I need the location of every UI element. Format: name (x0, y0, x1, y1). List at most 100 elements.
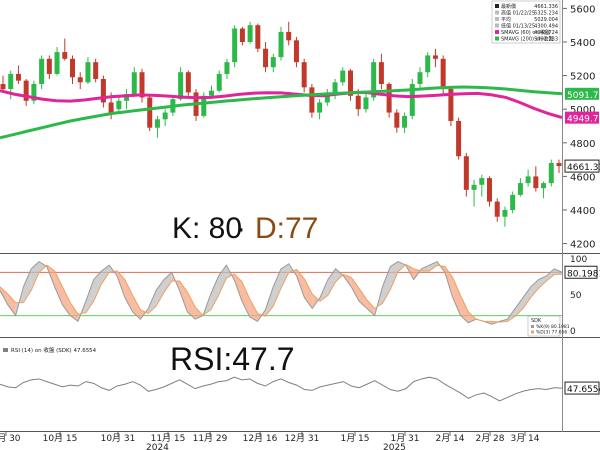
stochastic-fill (85, 279, 94, 313)
price-axis-tick-label: 4600 (570, 172, 595, 183)
candle-body (332, 82, 338, 93)
candle-body (301, 62, 307, 88)
candle-body (533, 176, 539, 189)
candle-body (23, 80, 29, 101)
stochastic-d-annotation: D:77 (255, 212, 319, 245)
price-axis-tick-label: 5000 (570, 105, 595, 116)
rsi-value-label: 47.6554 (567, 385, 600, 395)
stochastic-fill (460, 295, 469, 323)
sma60-value-tag (565, 111, 599, 124)
price-axis-tick-label: 4800 (570, 139, 595, 150)
candle-body (0, 84, 6, 90)
candle-body (124, 94, 130, 101)
candle-body (270, 57, 276, 68)
candle-body (425, 55, 431, 73)
candle-body (178, 72, 184, 100)
x-axis-tick-label: 11月 15 (151, 433, 186, 444)
stochastic-fill (23, 268, 32, 303)
candle-body (324, 92, 330, 103)
stochastic-fill (554, 268, 562, 275)
price-legend-value: 5325.234 (534, 11, 558, 17)
candle-body (363, 97, 369, 110)
candle-body (286, 31, 292, 41)
candle-body (185, 72, 191, 93)
stochastic-fill (546, 268, 555, 282)
stochastic-axis-tick-label: 100 (570, 255, 587, 265)
stochastic-fill (382, 266, 391, 304)
candle-body (510, 194, 516, 210)
stochastic-fill (335, 268, 344, 282)
candle-body (239, 28, 245, 42)
stochastic-fill (304, 278, 313, 309)
stochastic-fill (187, 291, 196, 320)
last-price-label: 4661.336 (567, 163, 600, 173)
candle-body (541, 183, 547, 189)
candle-body (394, 112, 400, 128)
candle-body (525, 176, 531, 184)
candle-body (93, 62, 99, 79)
candle-body (293, 40, 299, 63)
candle-body (402, 115, 408, 128)
stochastic-fill (31, 261, 40, 291)
stochastic-fill (156, 279, 164, 307)
candle-body (548, 162, 554, 184)
candle-body (556, 162, 562, 167)
candle-body (70, 58, 75, 78)
price-legend-swatch (495, 30, 499, 34)
stochastic-annotation-separator: · (236, 212, 246, 245)
candle-body (409, 84, 415, 116)
stochastic-value-label: 80.1981 (567, 269, 600, 279)
price-legend-label: 高值 01/22/25 (501, 10, 535, 17)
x-axis-tick-label: 1月 15 (340, 433, 369, 444)
x-axis-year-label: 2025 (383, 443, 406, 450)
stochastic-fill (54, 270, 63, 305)
stochastic-legend-label: %D(3) 77.656 (536, 330, 567, 336)
candle-body (247, 25, 253, 42)
x-axis-tick-label: 12月 16 (243, 433, 278, 444)
price-legend-swatch (495, 23, 499, 28)
stochastic-fill (273, 268, 281, 307)
rsi-line (0, 376, 563, 402)
candle-body (147, 97, 153, 128)
price-legend-value: 5029.004 (534, 17, 558, 23)
candle-body (348, 70, 353, 96)
candle-body (355, 95, 361, 110)
stochastic-d-line (0, 263, 563, 323)
price-axis-tick-label: 4200 (570, 240, 595, 251)
candle-body (31, 84, 37, 101)
stochastic-fill (429, 261, 438, 271)
stochastic-fill (522, 286, 531, 309)
price-legend-label: SMAVG (200) on 收盤 (501, 36, 553, 43)
sma200-value-label: 5091.733 (567, 91, 600, 101)
candle-body (456, 120, 462, 157)
price-axis-tick-label: 5400 (570, 38, 595, 49)
stochastic-fill (296, 269, 305, 298)
x-axis-tick-label: 10月 31 (101, 433, 136, 444)
price-axis-tick-label: 4400 (570, 206, 595, 217)
candle-body (386, 84, 392, 113)
price-legend-label: 低值 01/13/25 (501, 23, 535, 30)
price-legend-label: 平均 (501, 16, 511, 23)
candle-body (108, 102, 114, 115)
stochastic-k-annotation: K: 80 (172, 212, 243, 245)
price-legend-value: 5091.733 (534, 37, 558, 43)
candle-body (417, 72, 423, 84)
candle-body (263, 48, 269, 68)
candle-body (77, 77, 83, 83)
candle-body (100, 78, 106, 103)
candle-body (62, 52, 68, 59)
price-legend-value: 4661.336 (534, 4, 558, 10)
x-axis-year-label: 2024 (146, 443, 169, 450)
stochastic-fill (366, 299, 375, 316)
candle-body (463, 156, 469, 190)
stochastic-fill (351, 277, 360, 302)
candle-body (209, 90, 214, 96)
stochastic-legend-swatch (531, 325, 534, 328)
candle-body (154, 119, 160, 128)
rsi-legend-swatch (3, 348, 8, 352)
stochastic-fill (390, 261, 399, 290)
candle-body (39, 58, 45, 84)
stochastic-fill (530, 279, 539, 298)
stochastic-fill (62, 286, 71, 316)
